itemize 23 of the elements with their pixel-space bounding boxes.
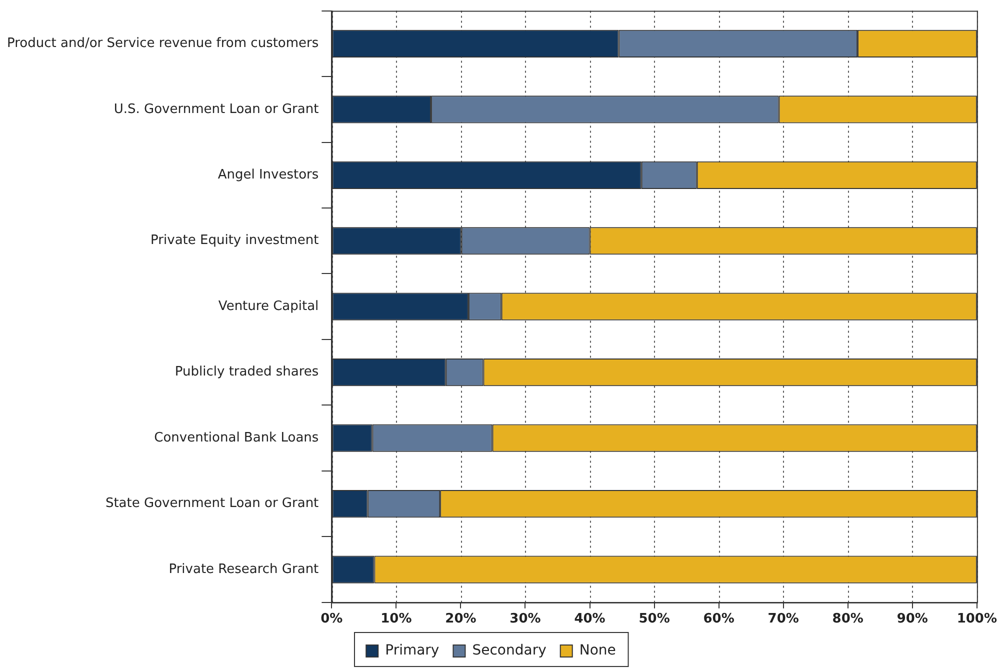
y-tick-label: Private Research Grant: [168, 562, 319, 577]
legend-label: Primary: [385, 642, 440, 659]
x-tick-label: 60%: [703, 612, 734, 627]
x-tick-label: 20%: [445, 612, 476, 627]
y-tick-label: Publicly traded shares: [174, 364, 319, 380]
x-tick-label: 90%: [896, 612, 928, 627]
x-tick-label: 40%: [574, 612, 606, 627]
y-tick-label: Conventional Bank Loans: [154, 430, 319, 446]
x-tick-label: 70%: [768, 612, 799, 627]
x-tick-label: 100%: [956, 612, 998, 627]
y-tick-label: Product and/or Service revenue from customers: [7, 36, 319, 52]
x-tick-label: 50%: [638, 612, 670, 627]
y-tick-label: Private Equity investment: [150, 233, 319, 248]
x-tick-label: 30%: [510, 612, 541, 627]
y-tick-label: Angel Investors: [218, 168, 319, 183]
y-tick-label: State Government Loan or Grant: [105, 496, 319, 512]
legend-label: None: [579, 642, 616, 659]
x-tick-label: 80%: [832, 612, 864, 627]
x-tick-label: 10%: [380, 612, 412, 627]
y-tick-label: U.S. Government Loan or Grant: [114, 102, 319, 117]
legend-label: Secondary: [472, 642, 546, 659]
y-tick-label: Venture Capital: [218, 298, 319, 314]
x-tick-label: 0%: [320, 612, 343, 627]
